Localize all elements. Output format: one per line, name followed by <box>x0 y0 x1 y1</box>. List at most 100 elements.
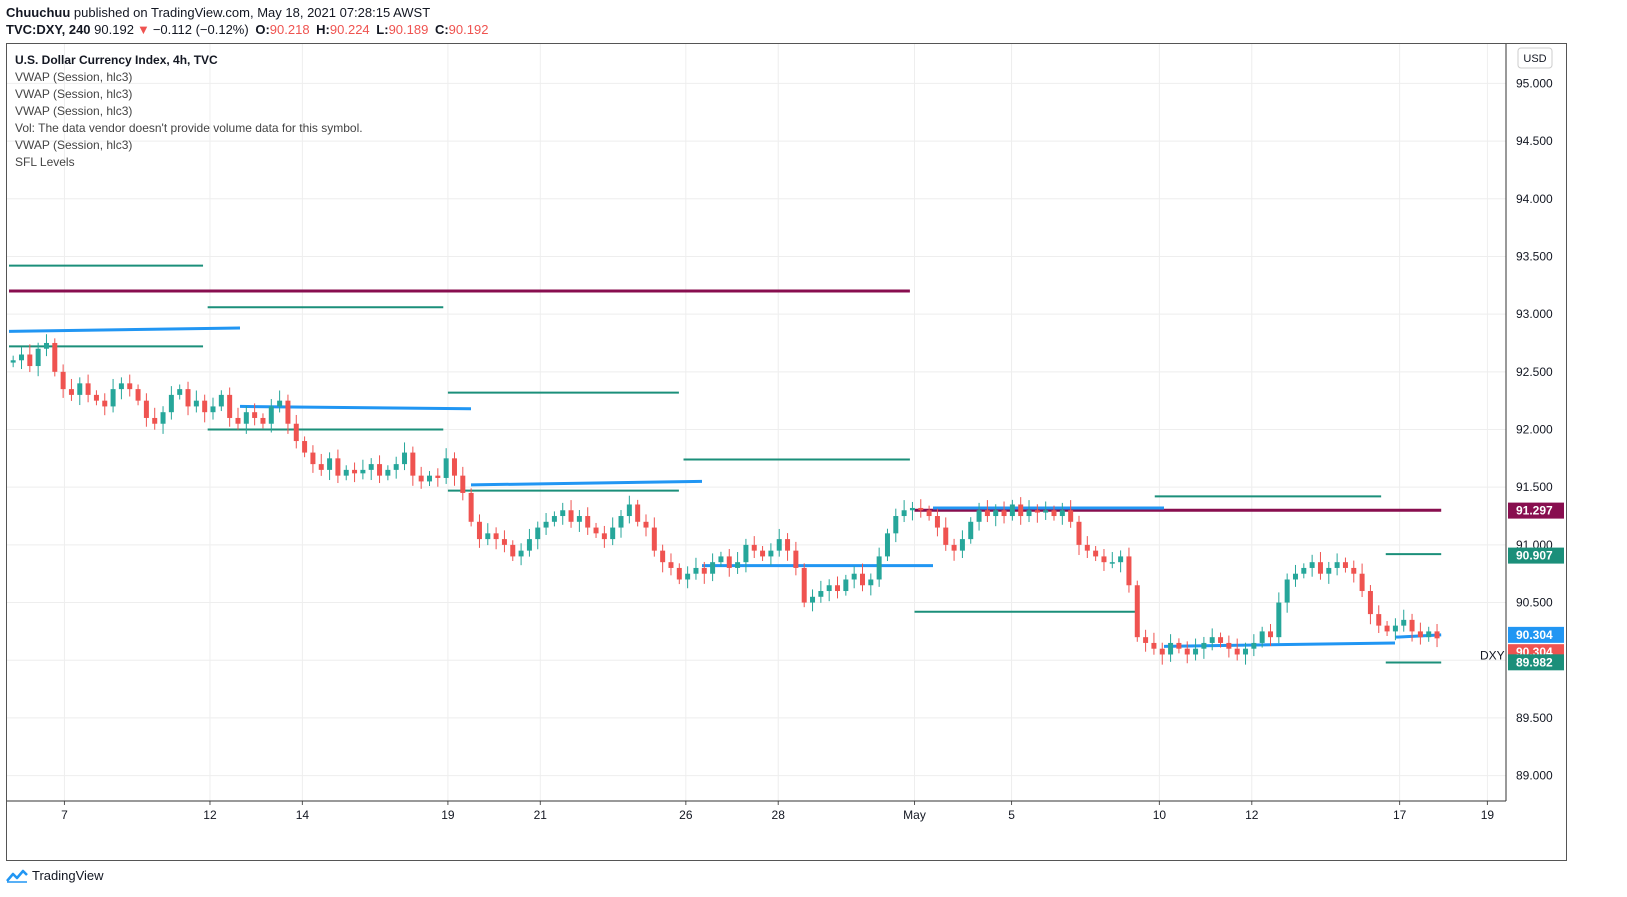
candle-body <box>1159 648 1165 655</box>
candle-body <box>551 516 557 522</box>
candle-body <box>526 539 532 551</box>
price-change: −0.112 (−0.12%) <box>152 22 249 37</box>
high-value: 90.224 <box>329 22 370 37</box>
candle-body <box>243 412 249 424</box>
candle-body <box>718 556 724 563</box>
candle-body <box>1334 562 1340 568</box>
legend-volume[interactable]: Vol: The data vendor doesn't provide vol… <box>15 121 363 135</box>
symbol-tag: DXY <box>1480 649 1505 663</box>
candle-body <box>660 550 666 563</box>
candle-body <box>1317 562 1323 574</box>
author-name[interactable]: Chuuchuu <box>6 5 71 20</box>
candle-body <box>635 504 641 522</box>
candle-body <box>984 510 990 517</box>
currency-badge-label: USD <box>1523 53 1546 65</box>
candle-body <box>585 516 591 528</box>
legend-vwap-4[interactable]: VWAP (Session, hlc3) <box>15 138 133 152</box>
price-tag <box>1508 626 1564 643</box>
candle-body <box>35 348 41 367</box>
candle-body <box>818 591 824 597</box>
candle-body <box>1342 562 1348 568</box>
candle-body <box>1093 550 1099 557</box>
candle-body <box>951 544 957 551</box>
y-tick-label: 92.000 <box>1516 422 1553 436</box>
candle-body <box>1051 510 1057 517</box>
candle-body <box>177 389 183 395</box>
candle-body <box>1084 544 1090 551</box>
candle-body <box>476 521 482 540</box>
price-chart[interactable]: 95.000 94.500 94.000 93.500 93.000 92.500 92.0… <box>6 43 1567 861</box>
x-tick-label: May <box>903 808 926 822</box>
footer[interactable]: TradingView <box>6 868 104 883</box>
legend-title[interactable]: U.S. Dollar Currency Index, 4h, TVC <box>15 53 218 67</box>
candle-body <box>1359 573 1365 592</box>
published-text: published on TradingView.com, May 18, 20… <box>73 5 431 20</box>
candle-body <box>1351 567 1357 574</box>
candle-body <box>909 507 915 511</box>
chart-border <box>6 43 1567 861</box>
candle-body <box>310 452 316 465</box>
candle-body <box>543 521 549 528</box>
candle-body <box>501 539 507 545</box>
x-tick-label: 21 <box>534 808 548 822</box>
legend-vwap-3[interactable]: VWAP (Session, hlc3) <box>15 104 133 118</box>
y-tick-label: 93.000 <box>1516 307 1553 321</box>
candle-body <box>876 556 882 580</box>
candle-body <box>185 389 191 407</box>
candle-body <box>385 469 391 476</box>
candle-body <box>210 406 216 413</box>
candle-body <box>460 475 466 493</box>
close-value: 90.192 <box>448 22 489 37</box>
candle-body <box>934 516 940 528</box>
candle-body <box>1218 637 1224 643</box>
candle-body <box>668 562 674 568</box>
candle-body <box>535 527 541 540</box>
candle-body <box>1118 556 1124 563</box>
y-tick-label: 90.500 <box>1516 596 1553 610</box>
candle-body <box>443 458 449 478</box>
candle-body <box>1243 648 1249 655</box>
candle-body <box>626 504 632 517</box>
x-tick-label: 10 <box>1153 808 1167 822</box>
y-tick-label: 94.000 <box>1516 192 1553 206</box>
candle-body <box>943 527 949 545</box>
chart-header: Chuuchuu published on TradingView.com, M… <box>6 4 491 38</box>
candle-body <box>418 475 424 482</box>
currency-badge[interactable] <box>1517 47 1553 69</box>
candle-body <box>1018 504 1024 517</box>
high-label: H: <box>316 22 330 37</box>
ohlc-line: TVC:DXY, 240 90.192 ▼ −0.112 (−0.12%) O:90… <box>6 21 491 38</box>
candle-body <box>152 417 158 424</box>
candle-body <box>377 464 383 476</box>
vwap-line <box>239 404 472 411</box>
x-tick-label: 17 <box>1393 808 1407 822</box>
legend-vwap-2[interactable]: VWAP (Session, hlc3) <box>15 87 133 101</box>
legend-sfl-levels[interactable]: SFL Levels <box>15 155 75 169</box>
candle-body <box>135 389 141 401</box>
candle-body <box>760 550 766 557</box>
candle-body <box>202 400 208 413</box>
chart-frame[interactable]: 95.000 94.500 94.000 93.500 93.000 92.500 92.0… <box>6 43 1567 861</box>
candle-body <box>68 389 74 395</box>
price-tag <box>1508 502 1564 519</box>
candle-body <box>193 400 199 407</box>
footer-brand: TradingView <box>32 868 104 883</box>
candle-body <box>451 458 457 476</box>
candle-body <box>851 573 857 580</box>
candle-body <box>335 458 341 476</box>
candle-body <box>1026 510 1032 517</box>
candle-body <box>518 550 524 557</box>
x-tick-label: 26 <box>679 808 693 822</box>
candle-body <box>102 400 108 407</box>
candle-body <box>52 342 58 372</box>
vwap-line <box>470 479 703 487</box>
candle-body <box>18 354 24 361</box>
x-tick-label: 12 <box>203 808 217 822</box>
candle-body <box>252 412 258 418</box>
candle-body <box>643 521 649 528</box>
candle-body <box>143 400 149 418</box>
y-tick-label: 89.000 <box>1516 769 1553 783</box>
candle-body <box>776 539 782 551</box>
legend-vwap-1[interactable]: VWAP (Session, hlc3) <box>15 70 133 84</box>
candle-body <box>785 539 791 551</box>
